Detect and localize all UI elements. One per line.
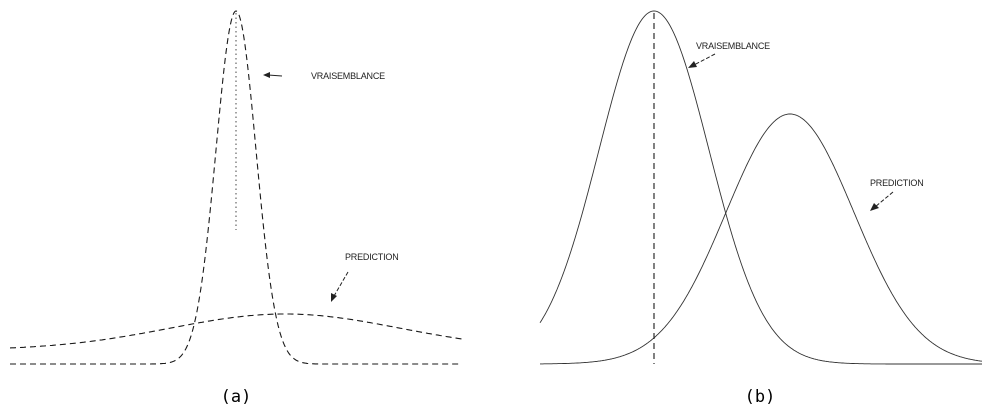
panel-b-prediction-label: PREDICTION: [870, 178, 924, 188]
panel-b-likelihood-arrow: [688, 53, 716, 68]
panel-b-likelihood-label: VRAISEMBLANCE: [696, 41, 770, 51]
panel-a: VRAISEMBLANCE PREDICTION (a): [9, 10, 463, 407]
panel-a-likelihood-curve: [10, 10, 462, 365]
panel-a-prediction-label: PREDICTION: [345, 252, 399, 262]
panel-a-likelihood-label: VRAISEMBLANCE: [311, 71, 385, 81]
panel-b: VRAISEMBLANCE PREDICTION (b): [539, 10, 982, 407]
panel-b-likelihood-curve: [539, 10, 982, 365]
panel-b-prediction-curve: [540, 113, 982, 365]
panel-b-prediction-arrow: [870, 191, 894, 211]
panel-a-prediction-curve: [9, 313, 463, 349]
panel-b-caption: (b): [745, 387, 776, 407]
panel-a-caption: (a): [221, 387, 252, 407]
panel-a-likelihood-arrow: [263, 72, 283, 78]
panel-a-prediction-arrow: [331, 271, 349, 302]
